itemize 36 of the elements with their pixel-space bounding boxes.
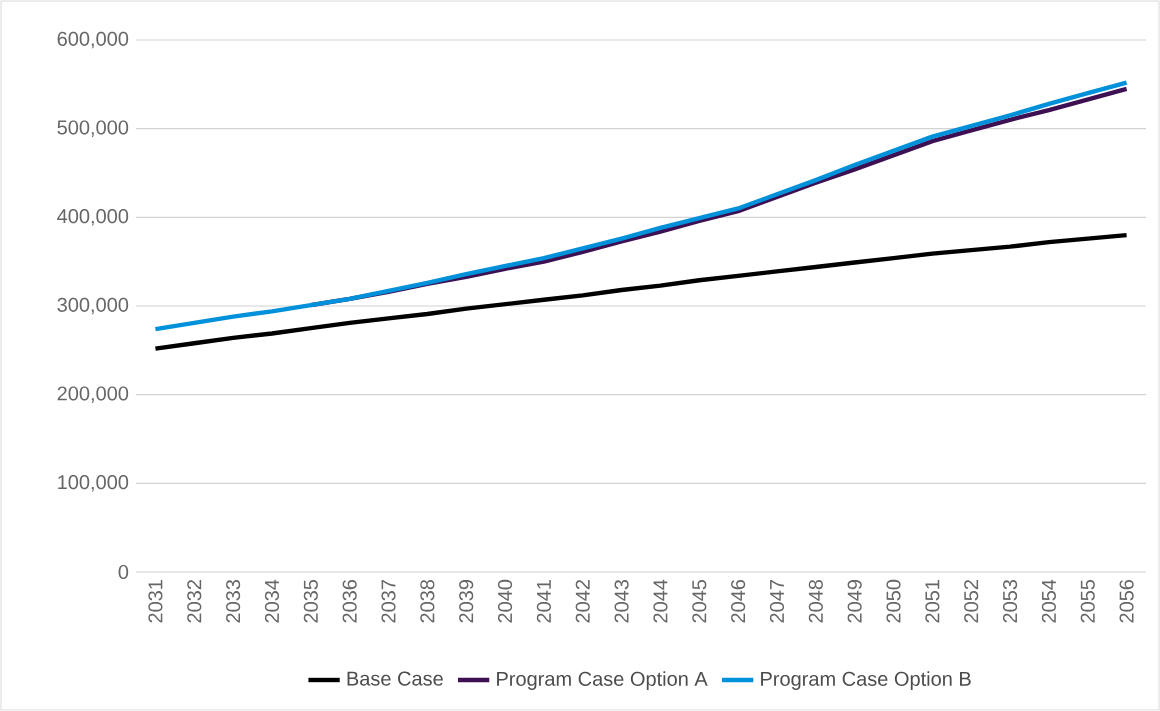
x-tick-label: 2047 (769, 580, 785, 623)
x-tick-label: 2054 (1041, 579, 1056, 623)
x-tick-label: 2044 (653, 579, 668, 623)
legend-label: Base Case (347, 671, 443, 686)
x-tick-label: 2034 (264, 579, 280, 623)
x-tick-label: 2033 (226, 579, 241, 623)
x-tick-label: 2037 (381, 580, 396, 623)
x-tick-label: 2050 (886, 579, 901, 623)
y-tick-label: 500,000 (57, 120, 129, 137)
y-tick-label: 0 (118, 564, 129, 580)
x-tick-label: 2046 (731, 579, 746, 623)
x-tick-label: 2048 (808, 579, 823, 623)
y-tick-label: 400,000 (57, 209, 129, 226)
x-tick-label: 2053 (1002, 579, 1018, 623)
x-tick-label: 2055 (1080, 579, 1095, 623)
legend-label: Program Case Option A (497, 671, 708, 690)
x-tick-label: 2031 (148, 580, 163, 623)
x-tick-label: 2038 (420, 579, 435, 623)
y-tick-label: 300,000 (57, 297, 129, 315)
x-tick-label: 2041 (536, 580, 551, 623)
x-tick-label: 2042 (575, 580, 590, 623)
x-tick-label: 2036 (342, 579, 357, 623)
x-tick-label: 2051 (925, 580, 940, 623)
x-tick-label: 2035 (303, 579, 318, 623)
x-tick-label: 2045 (692, 579, 707, 623)
y-tick-label: 100,000 (58, 475, 129, 492)
x-tick-label: 2032 (187, 580, 202, 623)
x-tick-label: 2056 (1119, 579, 1134, 623)
x-tick-label: 2052 (964, 580, 979, 623)
y-tick-label: 200,000 (57, 386, 129, 403)
y-tick-label: 600,000 (57, 31, 129, 49)
x-tick-label: 2039 (459, 580, 474, 623)
legend-label: Program Case Option B (761, 671, 971, 690)
x-tick-label: 2049 (847, 580, 862, 623)
x-tick-label: 2043 (614, 579, 629, 623)
x-tick-label: 2040 (497, 579, 513, 623)
